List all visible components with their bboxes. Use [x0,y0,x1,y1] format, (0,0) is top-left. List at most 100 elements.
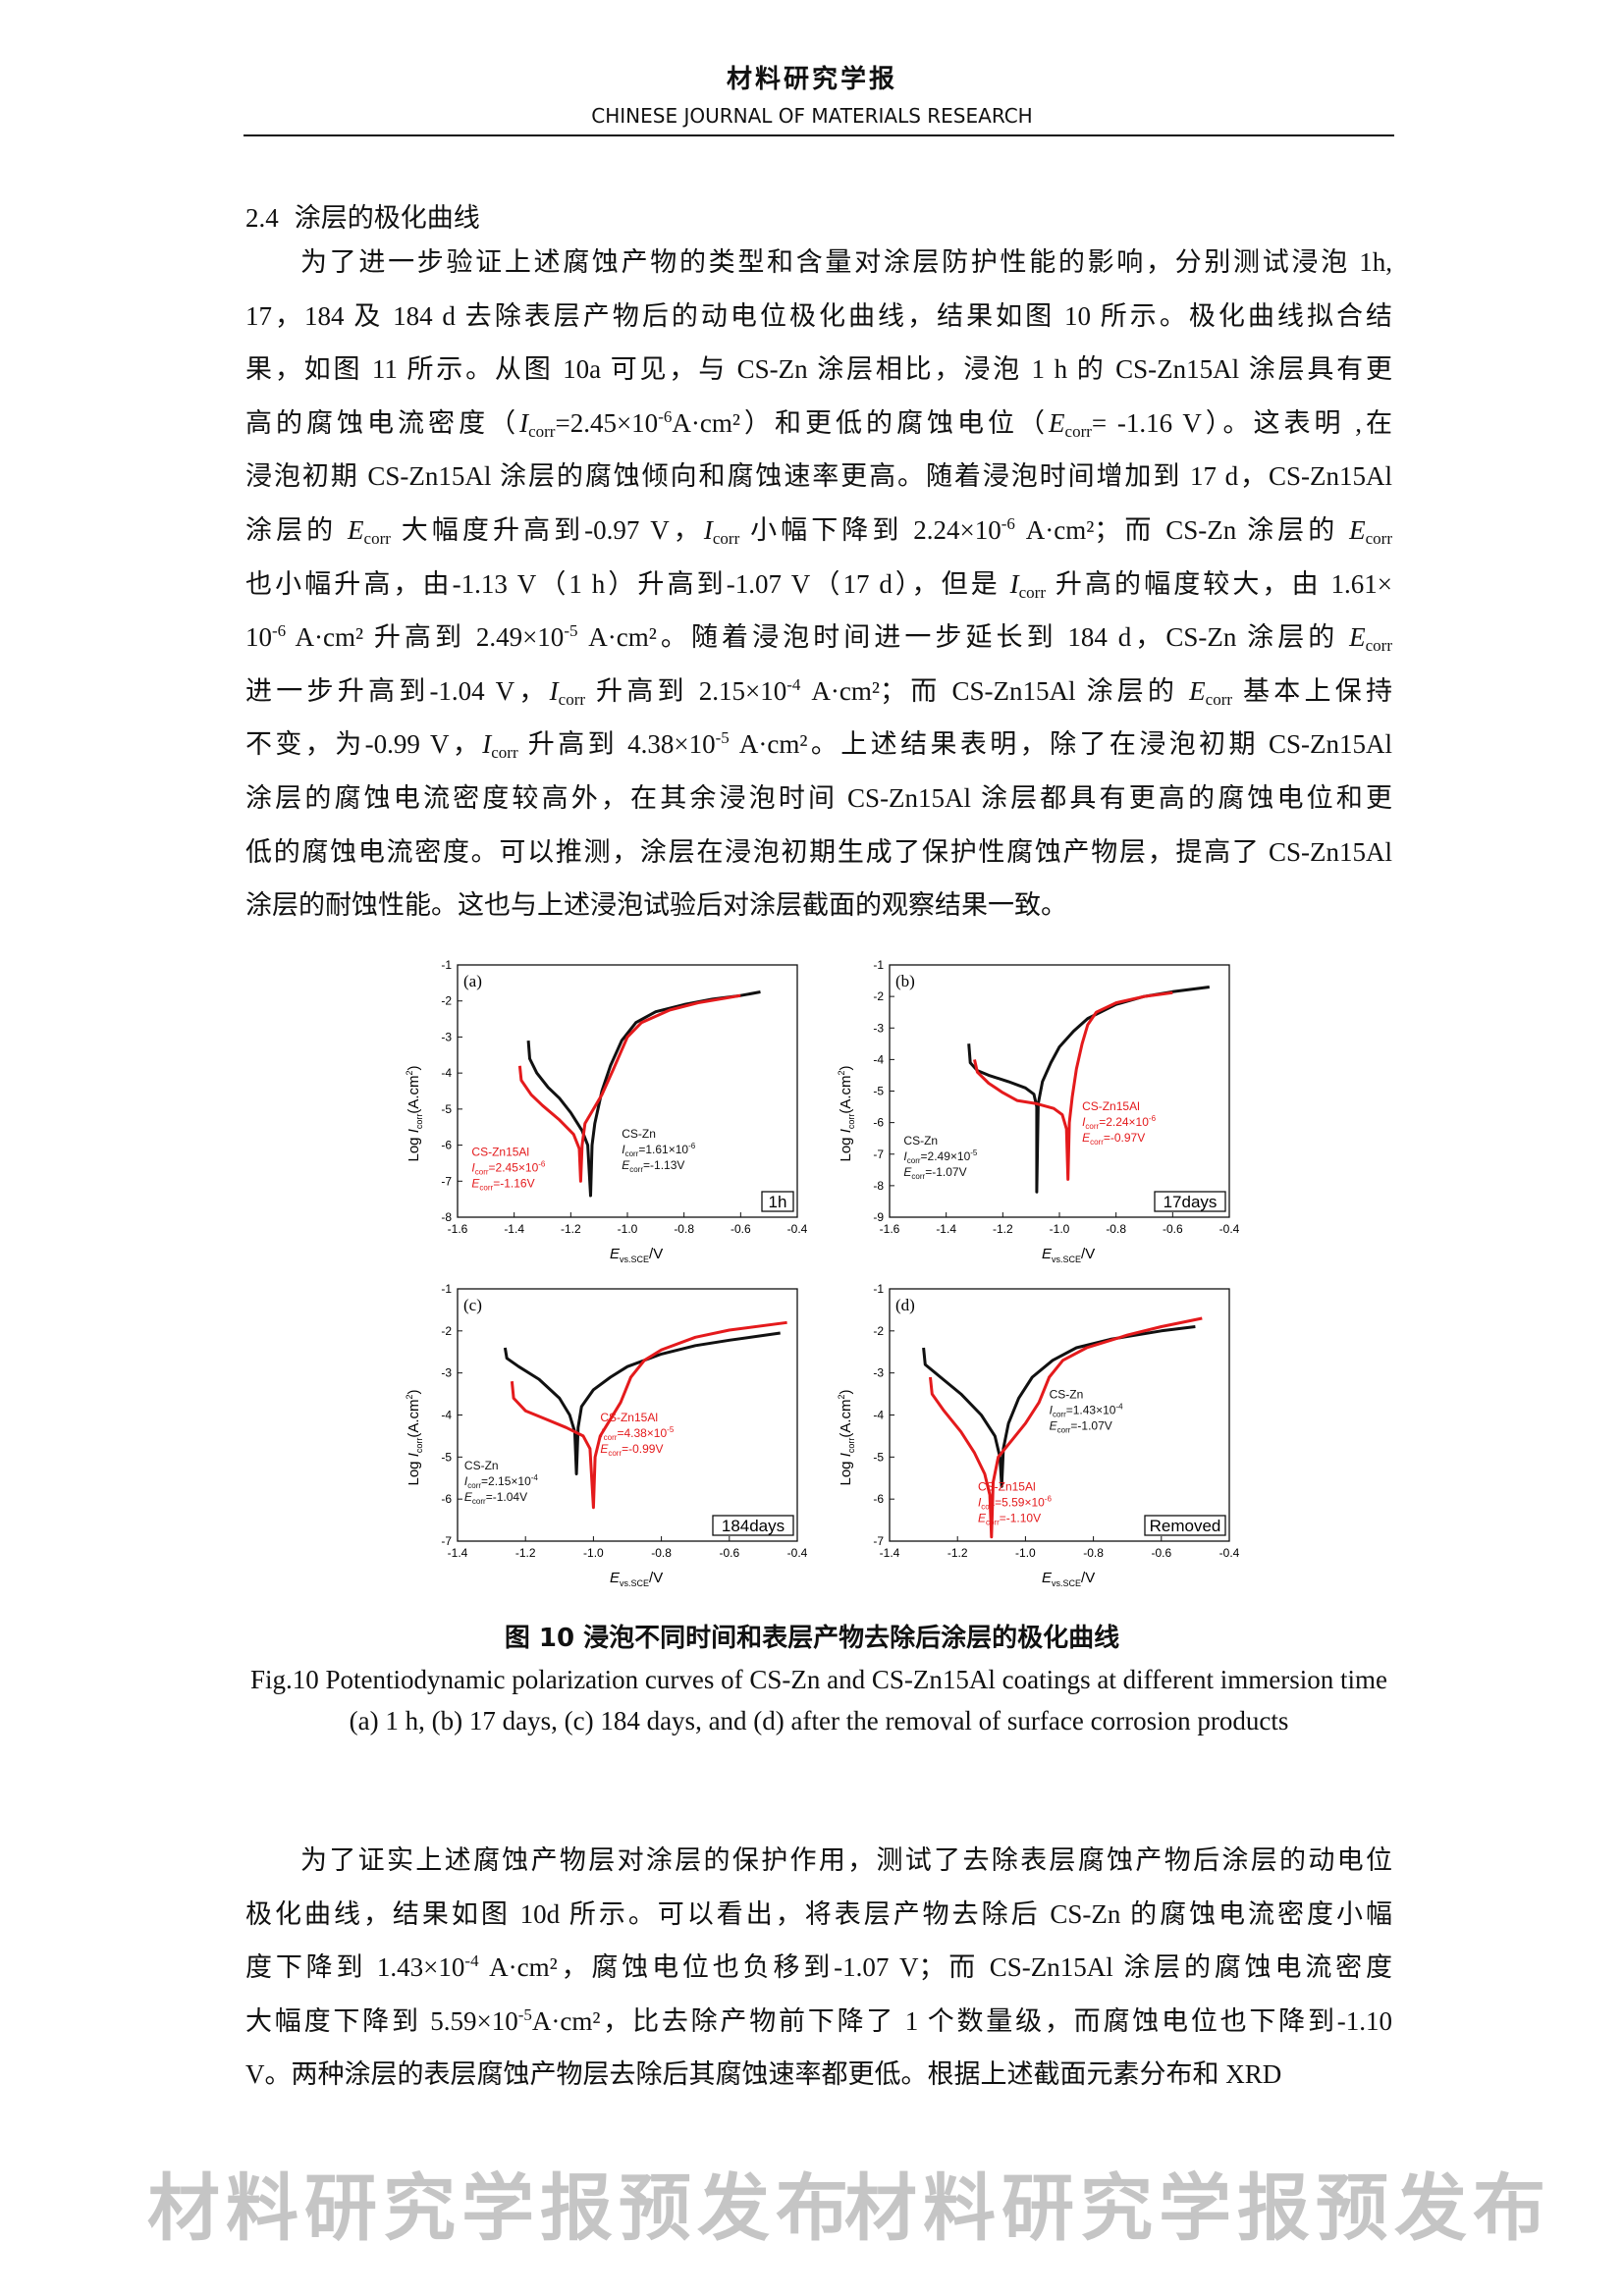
figure-caption-cn: 图 10 浸泡不同时间和表层产物去除后涂层的极化曲线 [504,1624,1120,1653]
paragraph-1: 为了进一步验证上述腐蚀产物的类型和含量对涂层防护性能的影响，分别测试浸泡 1h,… [245,236,1392,933]
y-tick-label: -6 [441,1139,452,1152]
watermark: 材料研究学报预发布 [844,2166,1551,2251]
y-tick-label: -1 [441,958,452,972]
y-label-subscript: corr [846,1114,856,1130]
icorr-symbol: I [464,1474,468,1488]
condition-label: Removed [1150,1517,1221,1535]
icorr-mantissa: =4.38×10 [617,1426,667,1440]
ecorr-number: =-1.07V [1070,1418,1111,1432]
y-label-subscript: corr [846,1438,856,1454]
y-label-unit: (A.cm [838,1399,854,1437]
text-line: 高的腐蚀电流密度（Icorr=2.45×10-6A·cm²）和更低的腐蚀电位（E… [245,397,1392,451]
text-run: 不变，为-0.99 V， [245,729,483,760]
x-axis-label: Evs.SCE/V [610,1570,663,1588]
series-name: CS-Zn [1050,1387,1084,1401]
text-run: 涂层的耐蚀性能。这也与上述浸泡试验后对涂层截面的观察结果一致。 [245,890,1067,921]
condition-box [1144,1515,1226,1536]
icorr-value: Icorr=2.45×10-6 [471,1160,546,1177]
y-tick-label: -4 [441,1409,452,1422]
text-line: 进一步升高到-1.04 V，Icorr 升高到 2.15×10-4 A·cm²；… [245,665,1392,719]
formatted-run: E [1349,514,1366,545]
text-run: 涂层的 [245,514,349,545]
y-label-unit-end: ) [838,1065,854,1070]
x-tick-label: -1.6 [880,1222,900,1236]
ecorr-sub: corr [472,1497,486,1506]
y-axis-label: Log Icorr(A.cm2) [405,1065,424,1161]
formatted-run: -5 [564,621,578,641]
y-tick-label: -3 [873,1366,884,1380]
icorr-symbol: I [600,1426,604,1440]
series-name: CS-Zn [622,1127,656,1141]
text-line: 17，184 及 184 d 去除表层产物后的动电位极化曲线，结果如图 10 所… [245,290,1392,344]
text-line: V。两种涂层的表层腐蚀产物层去除后其腐蚀速率都更低。根据上述截面元素分布和 XR… [245,2048,1392,2102]
icorr-mantissa: =2.24×10 [1099,1115,1149,1129]
ecorr-sub: corr [1057,1425,1071,1434]
icorr-mantissa: =2.45×10 [489,1161,539,1175]
formatted-run: I [482,729,492,760]
y-tick-label: -8 [873,1179,884,1193]
ecorr-symbol: E [622,1158,630,1172]
y-axis-label: Log Icorr(A.cm2) [405,1389,424,1485]
text-run: 低的腐蚀电流密度。可以推测，涂层在浸泡初期生成了保护性腐蚀产物层，提高了 CS-… [245,836,1392,867]
x-label-symbol: E [610,1246,621,1262]
icorr-symbol: I [1082,1115,1086,1129]
icorr-exponent: -6 [1045,1495,1053,1504]
section-heading: 2.4 涂层的极化曲线 [245,196,480,235]
x-label-symbol: E [1042,1246,1053,1262]
y-tick-label: -8 [441,1210,452,1224]
formatted-run: corr [1365,636,1392,656]
section-title: 涂层的极化曲线 [294,203,480,233]
x-tick-label: -0.4 [787,1222,808,1236]
text-run: 17，184 及 184 d 去除表层产物后的动电位极化曲线，结果如图 10 所… [245,300,1392,331]
y-tick-label: -7 [873,1534,884,1548]
series-line-cs-zn15al [929,1316,1203,1539]
icorr-sub: corr [907,1156,921,1165]
y-label-unit: (A.cm [406,1075,422,1113]
x-label-unit: /V [649,1570,663,1586]
condition-box [712,1515,794,1536]
text-line: 涂层的腐蚀电流密度较高外，在其余浸泡时间 CS-Zn15Al 涂层都具有更高的腐… [245,772,1392,826]
text-run: V。两种涂层的表层腐蚀产物层去除后其腐蚀速率都更低。根据上述截面元素分布和 XR… [245,2059,1282,2090]
y-tick-label: -3 [441,1366,452,1380]
y-tick-label: -5 [873,1450,884,1464]
icorr-value: Icorr=1.43×10-4 [1050,1402,1124,1418]
icorr-value: Icorr=2.24×10-6 [1082,1114,1157,1131]
series-name: CS-Zn15Al [471,1146,529,1159]
formatted-run: -6 [272,621,287,641]
y-tick-label: -2 [441,994,452,1008]
text-run: 大幅度升高到-0.97 V， [390,514,704,545]
y-label-unit-end: ) [838,1389,854,1394]
y-tick-label: -7 [441,1534,452,1548]
text-line: 果，如图 11 所示。从图 10a 可见，与 CS-Zn 涂层相比，浸泡 1 h… [245,343,1392,397]
x-tick-label: -0.8 [674,1222,694,1236]
y-label-unit: (A.cm [838,1075,854,1113]
icorr-symbol: I [622,1143,625,1156]
x-tick-label: -0.6 [731,1222,751,1236]
text-line: 为了证实上述腐蚀产物层对涂层的保护作用，测试了去除表层腐蚀产物后涂层的动电位 [245,1834,1392,1888]
text-line: 低的腐蚀电流密度。可以推测，涂层在浸泡初期生成了保护性腐蚀产物层，提高了 CS-… [245,826,1392,880]
formatted-run: -6 [658,406,673,426]
ecorr-number: =-0.99V [622,1442,663,1456]
x-label-symbol: E [1042,1570,1053,1586]
x-tick-label: -0.4 [1219,1222,1240,1236]
condition-label: 184days [722,1517,785,1535]
panel-label: (c) [463,1296,482,1314]
x-tick-label: -1.2 [561,1222,581,1236]
x-tick-label: -1.0 [618,1222,638,1236]
icorr-value: Icorr=4.38×10-5 [600,1425,675,1442]
series-line-cs-zn15al [510,1320,787,1510]
panel-label: (b) [895,972,915,990]
text-run: 为了证实上述腐蚀产物层对涂层的保护作用，测试了去除表层腐蚀产物后涂层的动电位 [300,1845,1392,1875]
y-tick-label: -2 [873,1324,884,1338]
icorr-symbol: I [1050,1403,1054,1416]
y-tick-label: -3 [873,1021,884,1035]
y-label-superscript: 2 [837,1070,846,1075]
ecorr-number: =-0.97V [1104,1131,1145,1145]
series-line-cs-zn15al [973,990,1173,1181]
ecorr-sub: corr [1090,1138,1104,1147]
icorr-sub: corr [604,1433,618,1442]
formatted-run: -5 [517,2004,532,2024]
ecorr-number: =-1.16V [493,1177,534,1191]
text-run: 升高到 4.38×10 [517,729,716,760]
text-line: 不变，为-0.99 V，Icorr 升高到 4.38×10-5 A·cm²。上述… [245,718,1392,772]
